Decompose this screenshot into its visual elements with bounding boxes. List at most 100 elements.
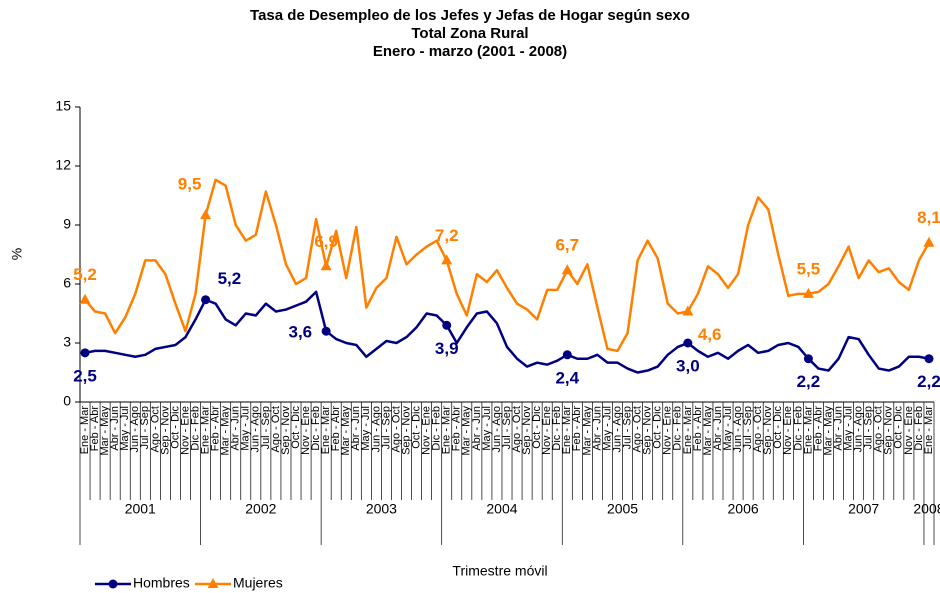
data-label: 7,2	[435, 226, 459, 245]
data-label: 3,6	[289, 323, 313, 342]
x-tick-label: Ene - Mar	[802, 406, 814, 455]
x-tick-label: Feb - Abr	[571, 406, 583, 452]
x-tick-label: Mar - May	[822, 406, 834, 456]
data-label: 8,1	[917, 208, 940, 227]
x-tick-label: Jul - Sep	[621, 406, 633, 449]
marker	[802, 287, 814, 298]
x-tick-label: Oct - Dic	[893, 406, 905, 449]
legend-label: Mujeres	[233, 575, 283, 591]
x-tick-label: Nov - Ene	[421, 406, 433, 455]
y-tick-label: 6	[63, 275, 71, 291]
x-tick-label: Dic - Feb	[431, 406, 443, 451]
y-tick-label: 0	[63, 393, 71, 409]
x-tick-label: Ago - Oct	[752, 406, 764, 452]
x-tick-label: Abr - Jun	[350, 406, 362, 451]
x-tick-label: Sep - Nov	[762, 406, 774, 455]
x-tick-label: Jul - Sep	[139, 406, 151, 449]
chart-subtitle: Total Zona Rural	[411, 25, 528, 42]
marker	[682, 305, 694, 316]
x-tick-label: Feb - Abr	[89, 406, 101, 452]
x-tick-label: Dic - Feb	[792, 406, 804, 451]
marker	[924, 354, 934, 364]
group-label: 2002	[245, 501, 276, 517]
x-tick-label: Ene - Mar	[682, 406, 694, 455]
x-tick-label: Ene - Mar	[923, 406, 935, 455]
x-tick-label: Feb - Abr	[330, 406, 342, 452]
x-tick-label: Nov - Ene	[300, 406, 312, 455]
x-tick-label: Abr - Jun	[832, 406, 844, 451]
data-label: 2,5	[73, 366, 97, 385]
x-tick-label: Mar - May	[340, 406, 352, 456]
x-tick-label: May - Jul	[360, 406, 372, 451]
x-tick-label: Jun - Ago	[732, 406, 744, 452]
x-tick-label: Mar - May	[702, 406, 714, 456]
y-tick-label: 12	[55, 157, 71, 173]
x-tick-label: Dic - Feb	[189, 406, 201, 451]
x-tick-label: Dic - Feb	[551, 406, 563, 451]
x-tick-label: Ago - Oct	[873, 406, 885, 452]
x-tick-label: Oct - Dic	[772, 406, 784, 449]
x-tick-label: Jun - Ago	[491, 406, 503, 452]
x-tick-label: Ene - Mar	[441, 406, 453, 455]
x-tick-label: Nov - Ene	[782, 406, 794, 455]
x-tick-label: Sep - Nov	[883, 406, 895, 455]
data-label: 4,6	[698, 325, 722, 344]
x-tick-label: Oct - Dic	[290, 406, 302, 449]
x-tick-label: Dic - Feb	[672, 406, 684, 451]
chart-subtitle: Enero - marzo (2001 - 2008)	[373, 43, 567, 60]
group-label: 2008	[913, 501, 940, 517]
marker	[803, 354, 813, 364]
x-tick-label: Oct - Dic	[652, 406, 664, 449]
data-label: 6,7	[555, 236, 579, 255]
legend-marker	[207, 578, 219, 588]
group-label: 2004	[486, 501, 517, 517]
group-label: 2003	[366, 501, 397, 517]
data-label: 2,2	[917, 372, 940, 391]
series-line	[84, 178, 931, 353]
data-label: 9,5	[178, 175, 202, 194]
x-tick-label: Sep - Nov	[642, 406, 654, 455]
x-tick-label: Sep - Nov	[400, 406, 412, 455]
x-tick-label: May - Jul	[601, 406, 613, 451]
x-tick-label: Ene - Mar	[79, 406, 91, 455]
group-label: 2001	[125, 501, 156, 517]
x-tick-label: Abr - Jun	[712, 406, 724, 451]
x-tick-label: Sep - Nov	[159, 406, 171, 455]
data-label: 6,9	[314, 232, 338, 251]
x-tick-label: Ene - Mar	[561, 406, 573, 455]
marker	[561, 264, 573, 275]
x-tick-label: Ene - Mar	[320, 406, 332, 455]
y-tick-label: 15	[55, 98, 71, 114]
marker	[562, 350, 572, 360]
x-tick-label: Jul - Sep	[742, 406, 754, 449]
data-label: 3,9	[435, 339, 459, 358]
marker	[441, 254, 453, 265]
data-label: 2,4	[555, 368, 579, 387]
x-tick-label: May - Jul	[240, 406, 252, 451]
x-tick-label: Jun - Ago	[611, 406, 623, 452]
x-tick-label: Nov - Ene	[903, 406, 915, 455]
x-tick-label: Ene - Mar	[199, 406, 211, 455]
x-tick-label: Mar - May	[461, 406, 473, 456]
marker	[683, 338, 693, 348]
group-label: 2006	[728, 501, 759, 517]
x-tick-label: May - Jul	[481, 406, 493, 451]
data-label: 2,2	[797, 372, 821, 391]
x-tick-label: Feb - Abr	[692, 406, 704, 452]
data-label: 5,5	[797, 259, 821, 278]
x-tick-label: Dic - Feb	[310, 406, 322, 451]
x-tick-label: Oct - Dic	[531, 406, 543, 449]
x-tick-label: Ago - Oct	[149, 406, 161, 452]
x-tick-label: Ago - Oct	[511, 406, 523, 452]
series-line	[84, 290, 930, 374]
x-tick-label: Jun - Ago	[129, 406, 141, 452]
x-tick-label: May - Jul	[722, 406, 734, 451]
marker	[320, 260, 332, 271]
x-tick-label: Ago - Oct	[270, 406, 282, 452]
x-tick-label: Sep - Nov	[521, 406, 533, 455]
y-axis-title: %	[9, 248, 25, 260]
chart-title: Tasa de Desempleo de los Jefes y Jefas d…	[250, 7, 690, 24]
marker	[80, 348, 90, 358]
x-tick-label: Jul - Sep	[380, 406, 392, 449]
marker	[321, 326, 331, 336]
